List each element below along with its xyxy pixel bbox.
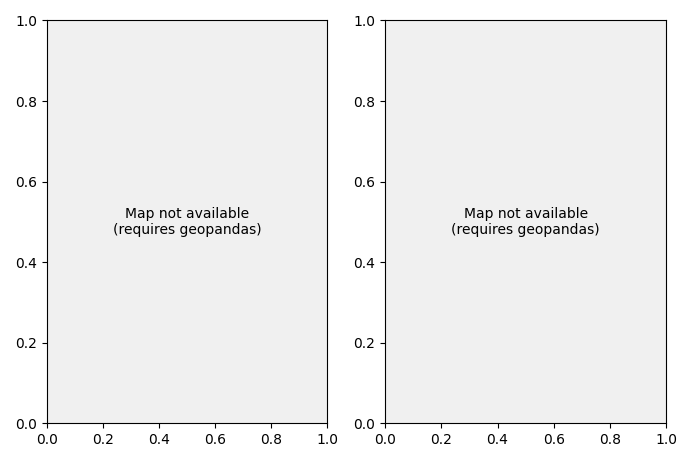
Text: Map not available
(requires geopandas): Map not available (requires geopandas) <box>451 207 600 237</box>
Text: Map not available
(requires geopandas): Map not available (requires geopandas) <box>113 207 262 237</box>
